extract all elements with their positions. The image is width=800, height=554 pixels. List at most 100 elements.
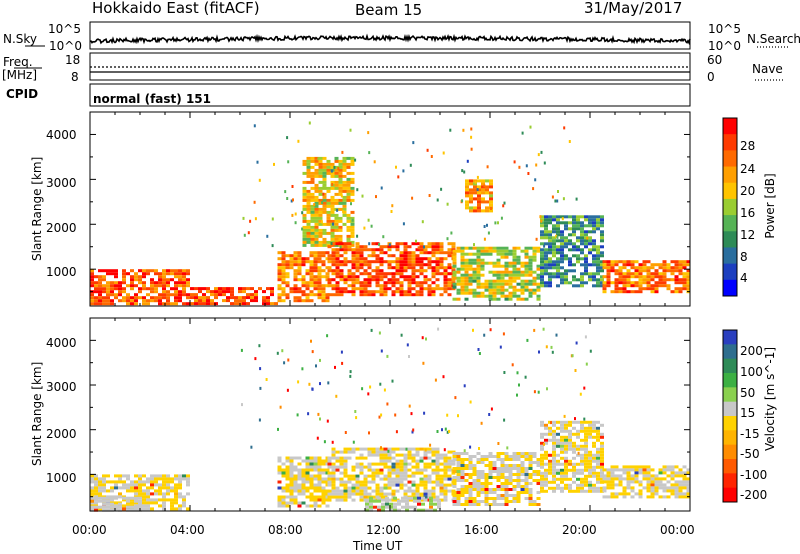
- velocity-cell: [452, 482, 457, 485]
- power-cell: [338, 165, 343, 169]
- velocity-cell: [618, 480, 623, 484]
- power-point: [258, 178, 261, 182]
- velocity-cell: [666, 468, 671, 472]
- power-cell: [480, 285, 485, 289]
- velocity-cell: [427, 474, 432, 478]
- power-cell: [359, 284, 364, 288]
- velocity-cell: [576, 477, 580, 481]
- power-cell: [306, 180, 311, 184]
- velocity-cell: [686, 489, 691, 493]
- velocity-cell: [638, 480, 643, 484]
- velocity-cell: [556, 441, 560, 445]
- power-cell: [407, 245, 412, 249]
- velocity-cell: [610, 474, 615, 478]
- velocity-cell: [94, 483, 98, 487]
- power-cell: [508, 291, 513, 295]
- velocity-cell: [403, 471, 408, 475]
- power-cell: [650, 263, 655, 267]
- velocity-cell: [313, 459, 318, 463]
- velocity-cell: [106, 496, 110, 500]
- velocity-point: [380, 349, 383, 353]
- power-cell: [351, 281, 356, 285]
- power-cell: [407, 260, 412, 264]
- velocity-cell: [536, 497, 541, 500]
- power-cell: [634, 272, 639, 276]
- power-cell: [568, 215, 572, 219]
- power-cell: [439, 263, 444, 267]
- velocity-cell: [528, 473, 533, 476]
- velocity-cell: [317, 468, 322, 472]
- power-cell: [476, 261, 481, 265]
- velocity-cell: [379, 498, 384, 502]
- velocity-cell: [118, 480, 122, 484]
- power-cell: [122, 269, 126, 273]
- velocity-cell: [419, 456, 424, 460]
- velocity-cell: [114, 480, 118, 484]
- power-cell: [524, 297, 529, 301]
- power-cell: [335, 266, 340, 270]
- velocity-cell: [339, 471, 344, 475]
- power-cell: [544, 281, 548, 285]
- velocity-cell: [520, 479, 525, 482]
- power-cell: [403, 269, 408, 273]
- power-cell: [460, 267, 465, 271]
- velocity-cell: [678, 471, 683, 475]
- power-cell: [331, 263, 336, 267]
- velocity-cell: [480, 476, 485, 479]
- velocity-cell: [540, 444, 544, 448]
- velocity-cell: [520, 470, 525, 473]
- power-cell: [367, 263, 372, 267]
- power-cell: [375, 281, 380, 285]
- power-cell: [322, 156, 327, 160]
- power-cell: [351, 266, 356, 270]
- velocity-point: [577, 451, 580, 455]
- power-point: [417, 246, 420, 250]
- velocity-cell: [548, 429, 552, 433]
- velocity-cell: [588, 465, 592, 469]
- velocity-cell: [130, 480, 134, 484]
- power-cell: [98, 296, 102, 300]
- velocity-cell: [379, 471, 384, 475]
- power-cell: [334, 225, 339, 229]
- velocity-colorbar-swatch: [723, 401, 737, 417]
- velocity-cell: [305, 486, 310, 490]
- velocity-cell: [642, 471, 647, 475]
- power-cell: [306, 237, 311, 241]
- power-cell: [379, 251, 384, 255]
- power-cell: [383, 287, 388, 291]
- velocity-point: [533, 328, 536, 332]
- power-cell: [102, 275, 106, 279]
- power-cell: [342, 165, 347, 169]
- power-cell: [528, 264, 533, 268]
- power-cell: [335, 269, 340, 273]
- velocity-cell: [309, 480, 314, 484]
- velocity-cell: [592, 483, 596, 487]
- velocity-cell: [419, 471, 424, 475]
- velocity-cell: [301, 480, 306, 484]
- velocity-cell: [431, 450, 436, 454]
- power-cell: [338, 162, 343, 166]
- power-cell: [464, 270, 469, 274]
- power-cell: [580, 215, 584, 219]
- power-cell: [435, 272, 440, 276]
- power-cell: [334, 171, 339, 175]
- power-point: [271, 244, 274, 248]
- power-cell: [214, 296, 218, 300]
- velocity-cell: [682, 477, 687, 481]
- velocity-cell: [411, 480, 416, 484]
- power-cell: [678, 263, 683, 267]
- power-cell: [496, 264, 501, 268]
- power-cell: [568, 221, 572, 225]
- power-point: [286, 197, 289, 200]
- power-cell: [343, 287, 348, 291]
- power-cell: [524, 267, 529, 271]
- power-cell: [600, 239, 604, 243]
- velocity-point: [579, 392, 582, 396]
- velocity-cell: [110, 502, 114, 506]
- power-cell: [367, 290, 372, 294]
- power-cell: [473, 188, 477, 192]
- velocity-point: [287, 358, 290, 362]
- velocity-cell: [293, 486, 298, 490]
- velocity-cell: [367, 474, 372, 478]
- power-cell: [592, 248, 596, 252]
